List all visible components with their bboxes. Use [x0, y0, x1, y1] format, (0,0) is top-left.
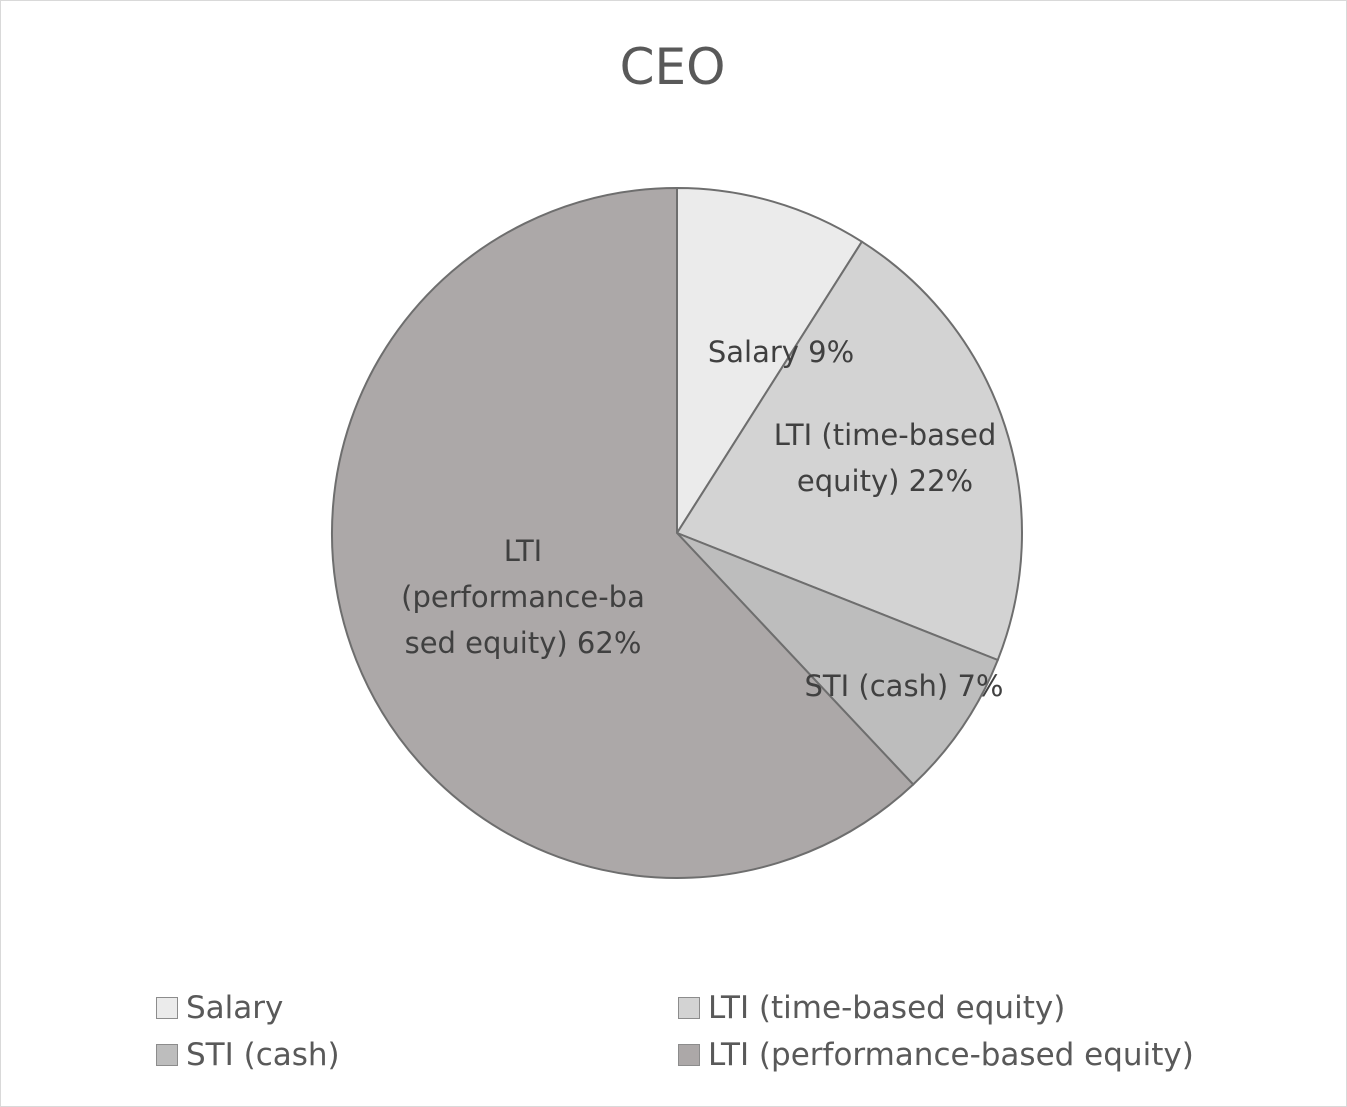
pie-slice-sti-cash [676, 532, 1000, 786]
pie-slice-salary [676, 186, 864, 537]
data-label-sti-cash: STI (cash) 7% [805, 669, 1004, 703]
data-label-salary: Salary 9% [708, 335, 854, 369]
pie-slice-lti-time-based [675, 240, 1023, 662]
data-label-lti-time-based: LTI (time-based equity) 22% [774, 418, 996, 498]
chart-title: CEO [619, 38, 726, 96]
pie-slice-lti-performance-based [330, 186, 915, 879]
data-label-lti-performance-based: LTI (performance-ba sed equity) 62% [401, 534, 645, 660]
